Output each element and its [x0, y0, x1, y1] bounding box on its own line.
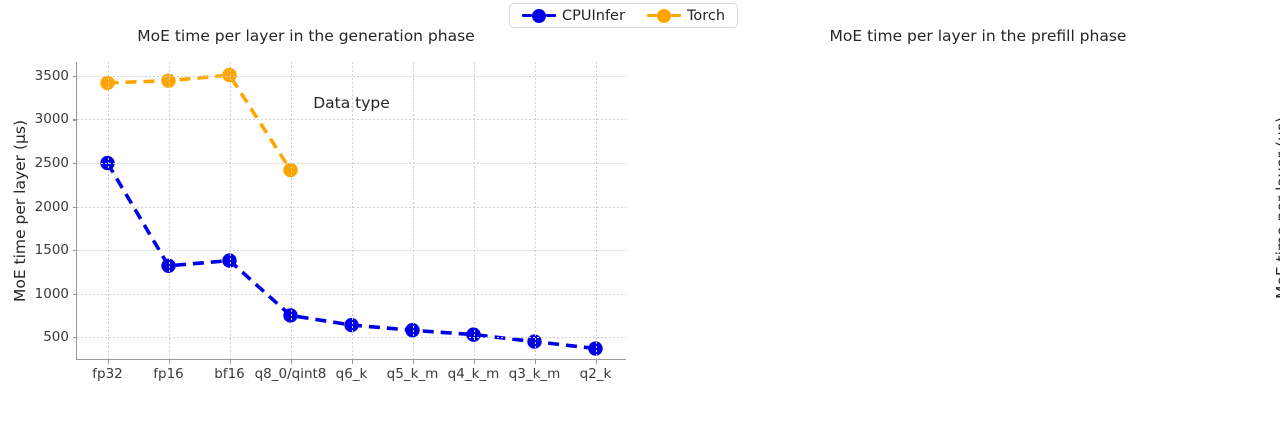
- y-tick-label: 500: [43, 329, 69, 346]
- gridline-vertical: [534, 62, 536, 359]
- gridline-horizontal: [77, 337, 626, 339]
- y-tick-label: 1000: [34, 285, 69, 302]
- x-tick-mark: [412, 359, 414, 364]
- legend: CPUInfer Torch: [509, 3, 739, 28]
- x-tick-mark: [534, 359, 536, 364]
- gridline-vertical: [473, 62, 475, 359]
- x-tick-label: q3_k_m: [508, 366, 561, 382]
- y-tick-label: 2500: [34, 155, 69, 172]
- legend-label-torch: Torch: [686, 7, 726, 24]
- x-axis-title-generation: Data type: [313, 94, 390, 112]
- y-tick-label: 3000: [34, 111, 69, 128]
- legend-entry-cpuinfer: CPUInfer: [522, 8, 625, 24]
- gridline-horizontal: [77, 250, 626, 252]
- chart-title-prefill: MoE time per layer in the prefill phase: [829, 27, 1127, 45]
- x-tick-label: q4_k_m: [447, 366, 500, 382]
- chart-panel-prefill: MoE time per layer in the prefill phase …: [640, 0, 1280, 426]
- gridline-vertical: [412, 62, 414, 359]
- x-tick-label: bf16: [214, 366, 245, 382]
- x-tick-mark: [229, 359, 231, 364]
- x-tick-mark: [595, 359, 597, 364]
- x-tick-mark: [473, 359, 475, 364]
- y-tick-label: 1500: [34, 242, 69, 259]
- x-tick-mark: [351, 359, 353, 364]
- y-axis-title-prefill: MoE time per layer (µs): [1273, 116, 1280, 299]
- y-tick-mark: [72, 163, 77, 165]
- legend-marker-torch: [646, 8, 681, 23]
- gridline-horizontal: [77, 206, 626, 208]
- y-axis-title-generation: MoE time per layer (µs): [11, 119, 29, 302]
- gridline-vertical: [107, 62, 109, 359]
- y-tick-mark: [72, 293, 77, 295]
- y-tick-label: 3500: [34, 67, 69, 84]
- x-tick-label: fp16: [153, 366, 184, 382]
- chart-panel-generation: MoE time per layer in the generation pha…: [11, 27, 626, 382]
- y-tick-mark: [72, 75, 77, 78]
- legend-entry-torch: Torch: [646, 7, 726, 24]
- gridline-horizontal: [77, 293, 626, 295]
- legend-marker-cpuinfer: [522, 8, 556, 23]
- x-tick-label: fp32: [92, 366, 123, 382]
- gridline-vertical: [229, 62, 231, 359]
- x-tick-label: q8_0/qint8: [254, 366, 327, 382]
- y-tick-mark: [72, 206, 77, 208]
- x-tick-label: q5_k_m: [386, 366, 439, 382]
- y-tick-label: 2000: [34, 198, 69, 215]
- legend-label-cpuinfer: CPUInfer: [562, 7, 625, 24]
- x-tick-mark: [107, 359, 109, 364]
- gridline-vertical: [168, 62, 170, 359]
- gridline-horizontal: [77, 119, 626, 121]
- y-tick-mark: [72, 119, 77, 121]
- y-tick-mark: [72, 250, 77, 252]
- x-tick-mark: [168, 359, 170, 364]
- x-tick-mark: [290, 359, 292, 364]
- chart-title-generation: MoE time per layer in the generation pha…: [137, 27, 475, 45]
- x-tick-label: q2_k: [579, 366, 612, 382]
- gridline-horizontal: [77, 75, 626, 77]
- gridline-horizontal: [77, 163, 626, 165]
- y-tick-mark: [72, 337, 77, 339]
- gridline-vertical: [595, 62, 597, 359]
- gridline-vertical: [290, 62, 292, 359]
- x-tick-label: q6_k: [335, 366, 368, 382]
- plot-area-generation: MoE time per layer (µs) Data type 500 100…: [11, 62, 626, 382]
